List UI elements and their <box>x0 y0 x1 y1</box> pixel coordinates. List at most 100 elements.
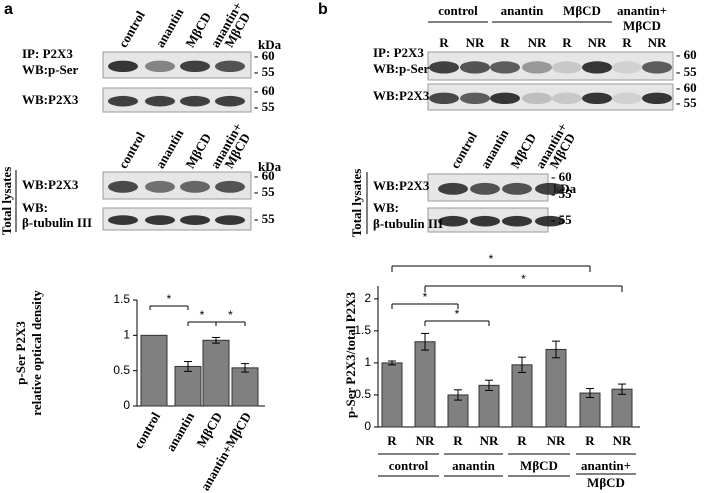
x-tick-label: R <box>585 433 595 448</box>
lane-sub-label: NR <box>588 35 607 50</box>
y-tick-label: 2 <box>364 291 371 305</box>
blot-band <box>502 215 532 227</box>
blot-band <box>215 180 245 193</box>
blot-band <box>460 61 490 74</box>
significance-label: * <box>489 252 494 266</box>
significance-label: * <box>200 308 205 322</box>
lane-label: control <box>447 129 480 171</box>
significance-label: * <box>228 308 233 322</box>
marker: - 55 <box>254 99 275 114</box>
bar <box>202 339 230 407</box>
bar <box>611 388 633 428</box>
y-tick-label: 1 <box>364 355 371 369</box>
significance-label: * <box>521 272 526 286</box>
bar <box>414 341 436 428</box>
x-tick-label: R <box>453 433 463 448</box>
lane-sub-label: NR <box>648 35 667 50</box>
y-tick-label: 1.5 <box>354 323 371 337</box>
vertical-label: Total lysates <box>0 167 14 236</box>
blot-band <box>108 215 138 225</box>
blot-band <box>429 61 459 74</box>
kda-label: kDa <box>258 159 282 174</box>
significance-label: * <box>167 292 172 306</box>
y-axis-label: p-Ser P2X3/total P2X3 <box>343 291 358 418</box>
blot-band <box>145 95 175 107</box>
marker: - 60 <box>254 48 275 63</box>
x-tick-label: NR <box>613 433 632 448</box>
blot-band <box>460 92 490 105</box>
blot-band <box>470 182 500 195</box>
blot-label: WB: <box>373 200 399 215</box>
marker: - 55 <box>676 64 697 79</box>
blot-label: WB:p-Ser <box>22 62 79 77</box>
bar <box>381 362 403 428</box>
blot-label: WB: <box>22 200 48 215</box>
lane-label: control <box>115 129 148 171</box>
significance-label: * <box>455 307 460 321</box>
significance-label: * <box>423 290 428 304</box>
x-tick-label: NR <box>480 433 499 448</box>
blot-label: β-tubulin III <box>373 216 443 231</box>
blot-band <box>582 92 612 105</box>
x-tick-label: NR <box>416 433 435 448</box>
bar <box>174 365 202 407</box>
lane-sub-label: R <box>562 35 572 50</box>
blot-label: WB:P2X3 <box>373 88 430 103</box>
vertical-label: Total lysates <box>349 169 364 238</box>
group-label: anantin+ <box>581 458 631 473</box>
x-tick-label: NR <box>547 433 566 448</box>
lane-sub-label: R <box>439 35 449 50</box>
blot-band <box>180 60 210 73</box>
blot-band <box>215 215 245 225</box>
blot-band <box>535 182 565 195</box>
blot-band <box>470 215 500 227</box>
blot-label: WB:p-Ser <box>373 61 430 76</box>
y-axis-label: relative optical density <box>29 290 44 416</box>
marker: - 60 <box>551 169 572 184</box>
lane-label: control <box>115 8 148 50</box>
marker: - 60 <box>676 80 697 95</box>
blot-band <box>438 182 468 195</box>
x-tick-label: anantin <box>163 409 198 454</box>
marker: - 60 <box>254 83 275 98</box>
lane-label: control <box>438 3 478 18</box>
marker: - 55 <box>551 186 572 201</box>
blot-band <box>145 215 175 225</box>
blot-label: β-tubulin III <box>22 215 92 230</box>
lane-sub-label: R <box>622 35 632 50</box>
marker: - 55 <box>254 184 275 199</box>
kda-label: kDa <box>258 37 282 52</box>
lane-sub-label: R <box>500 35 510 50</box>
blot-label: WB:P2X3 <box>373 178 430 193</box>
blot-band <box>108 95 138 107</box>
bar <box>140 334 168 407</box>
marker: - 55 <box>254 64 275 79</box>
panel-label: b <box>318 1 328 18</box>
blot-band <box>215 95 245 107</box>
blot-band <box>108 180 138 193</box>
blot-band <box>552 61 582 74</box>
blot-label: IP: P2X3 <box>373 45 424 60</box>
bar <box>579 392 601 428</box>
bar <box>511 364 533 428</box>
y-tick-label: 0 <box>364 419 371 433</box>
y-tick-label: 0.5 <box>354 387 371 401</box>
y-tick-label: 0.5 <box>113 363 130 377</box>
blot-band <box>522 61 552 74</box>
group-label: control <box>389 458 429 473</box>
blot-band <box>612 61 642 74</box>
blot-band <box>535 215 565 227</box>
y-tick-label: 1.5 <box>113 292 130 306</box>
blot-band <box>490 92 520 105</box>
y-tick-label: 0 <box>123 398 130 412</box>
x-tick-label: R <box>517 433 527 448</box>
y-axis-label: p-Ser P2X3 <box>13 321 28 385</box>
group-label: MβCD <box>587 475 625 490</box>
blot-band <box>490 61 520 74</box>
marker: - 55 <box>254 211 275 226</box>
group-label: anantin <box>452 458 495 473</box>
marker: - 60 <box>254 168 275 183</box>
lane-label: MβCD <box>563 3 601 18</box>
x-tick-label: R <box>387 433 397 448</box>
blot-band <box>582 61 612 74</box>
